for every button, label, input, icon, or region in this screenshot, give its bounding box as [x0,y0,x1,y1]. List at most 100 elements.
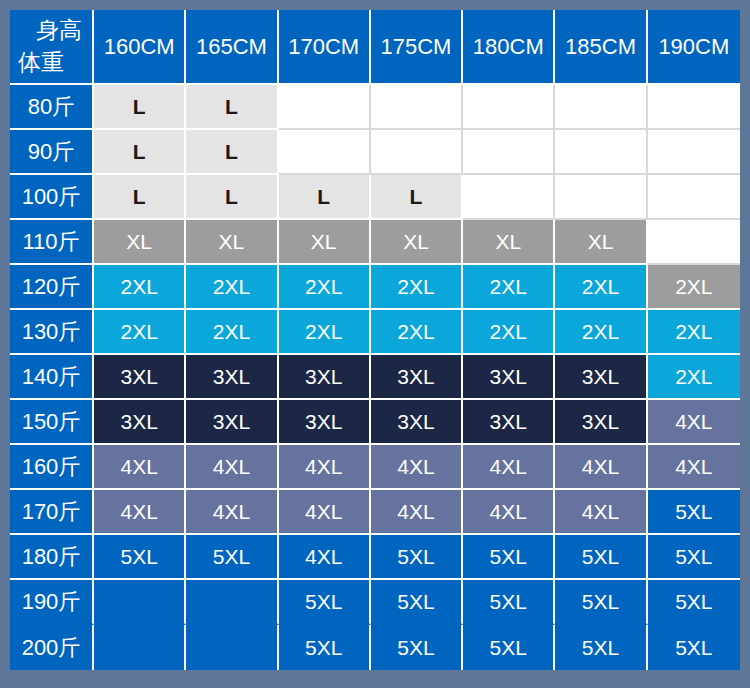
height-axis-label: 身高 [10,15,92,46]
size-cell: 2XL [94,310,186,355]
height-column-header: 160CM [94,10,186,85]
size-cell: 2XL [186,310,278,355]
weight-row-header: 120斤 [10,265,94,310]
size-cell [186,580,278,625]
weight-row-header: 160斤 [10,445,94,490]
size-cell: L [94,130,186,175]
size-cell: 4XL [279,535,371,580]
table-row: 160斤4XL4XL4XL4XL4XL4XL4XL [10,445,740,490]
weight-row-header: 140斤 [10,355,94,400]
size-cell: 5XL [648,625,740,670]
size-cell: 4XL [94,490,186,535]
size-cell: 2XL [463,265,555,310]
table-row: 80斤LL [10,85,740,130]
size-cell: XL [463,220,555,265]
size-cell [279,85,371,130]
size-cell: L [279,175,371,220]
size-cell: 4XL [555,445,647,490]
table-row: 200斤5XL5XL5XL5XL5XL [10,625,740,670]
size-cell: 3XL [279,355,371,400]
size-cell: XL [279,220,371,265]
weight-row-header: 190斤 [10,580,94,625]
table-row: 130斤2XL2XL2XL2XL2XL2XL2XL [10,310,740,355]
size-cell: XL [555,220,647,265]
size-chart-page: 身高 体重 160CM165CM170CM175CM180CM185CM190C… [0,0,750,688]
weight-row-header: 170斤 [10,490,94,535]
size-cell: 5XL [186,535,278,580]
size-cell [648,85,740,130]
size-cell: 4XL [186,490,278,535]
header-row: 身高 体重 160CM165CM170CM175CM180CM185CM190C… [10,10,740,85]
size-cell [555,175,647,220]
size-cell: 2XL [555,265,647,310]
size-cell: 2XL [279,265,371,310]
height-column-header: 165CM [186,10,278,85]
table-row: 190斤5XL5XL5XL5XL5XL [10,580,740,625]
weight-row-header: 180斤 [10,535,94,580]
height-column-header: 175CM [371,10,463,85]
size-cell [463,130,555,175]
size-cell: 4XL [279,490,371,535]
size-cell: 4XL [648,400,740,445]
size-cell: 5XL [279,625,371,670]
size-cell: L [186,85,278,130]
size-cell: 4XL [463,490,555,535]
size-cell: 4XL [371,445,463,490]
size-cell: XL [371,220,463,265]
size-chart-table: 身高 体重 160CM165CM170CM175CM180CM185CM190C… [10,10,740,670]
size-cell: 5XL [555,625,647,670]
corner-labels: 身高 体重 [10,14,92,79]
size-cell: 5XL [94,535,186,580]
size-cell: L [186,130,278,175]
size-cell: 4XL [648,445,740,490]
size-cell: 2XL [463,310,555,355]
size-cell: 5XL [648,490,740,535]
size-cell: 2XL [186,265,278,310]
height-column-header: 190CM [648,10,740,85]
size-cell: L [186,175,278,220]
size-cell: 5XL [463,625,555,670]
weight-row-header: 110斤 [10,220,94,265]
size-cell: 4XL [94,445,186,490]
size-cell: 5XL [371,580,463,625]
size-cell: 5XL [555,535,647,580]
size-cell: 4XL [279,445,371,490]
weight-row-header: 80斤 [10,85,94,130]
size-cell: 3XL [279,400,371,445]
size-cell: 3XL [371,400,463,445]
size-cell: L [94,175,186,220]
table-row: 90斤LL [10,130,740,175]
size-cell: 4XL [463,445,555,490]
size-cell [463,85,555,130]
weight-row-header: 100斤 [10,175,94,220]
weight-row-header: 150斤 [10,400,94,445]
size-cell: XL [94,220,186,265]
size-cell: 2XL [648,355,740,400]
size-cell [94,625,186,670]
size-cell: 3XL [555,400,647,445]
size-cell [371,85,463,130]
weight-row-header: 130斤 [10,310,94,355]
size-cell: 4XL [186,445,278,490]
height-column-header: 185CM [555,10,647,85]
weight-row-header: 200斤 [10,625,94,670]
size-cell: 2XL [648,310,740,355]
size-cell: 3XL [94,400,186,445]
size-cell [555,85,647,130]
size-cell: 3XL [94,355,186,400]
table-row: 180斤5XL5XL4XL5XL5XL5XL5XL [10,535,740,580]
size-cell [186,625,278,670]
corner-cell: 身高 体重 [10,10,94,85]
size-cell [371,130,463,175]
size-cell: 2XL [371,310,463,355]
size-cell: 5XL [279,580,371,625]
size-cell: 3XL [555,355,647,400]
size-cell: 5XL [555,580,647,625]
table-row: 110斤XLXLXLXLXLXL [10,220,740,265]
size-cell: XL [186,220,278,265]
size-cell: 3XL [463,400,555,445]
size-cell: L [371,175,463,220]
table-row: 170斤4XL4XL4XL4XL4XL4XL5XL [10,490,740,535]
size-cell [648,175,740,220]
size-cell [555,130,647,175]
